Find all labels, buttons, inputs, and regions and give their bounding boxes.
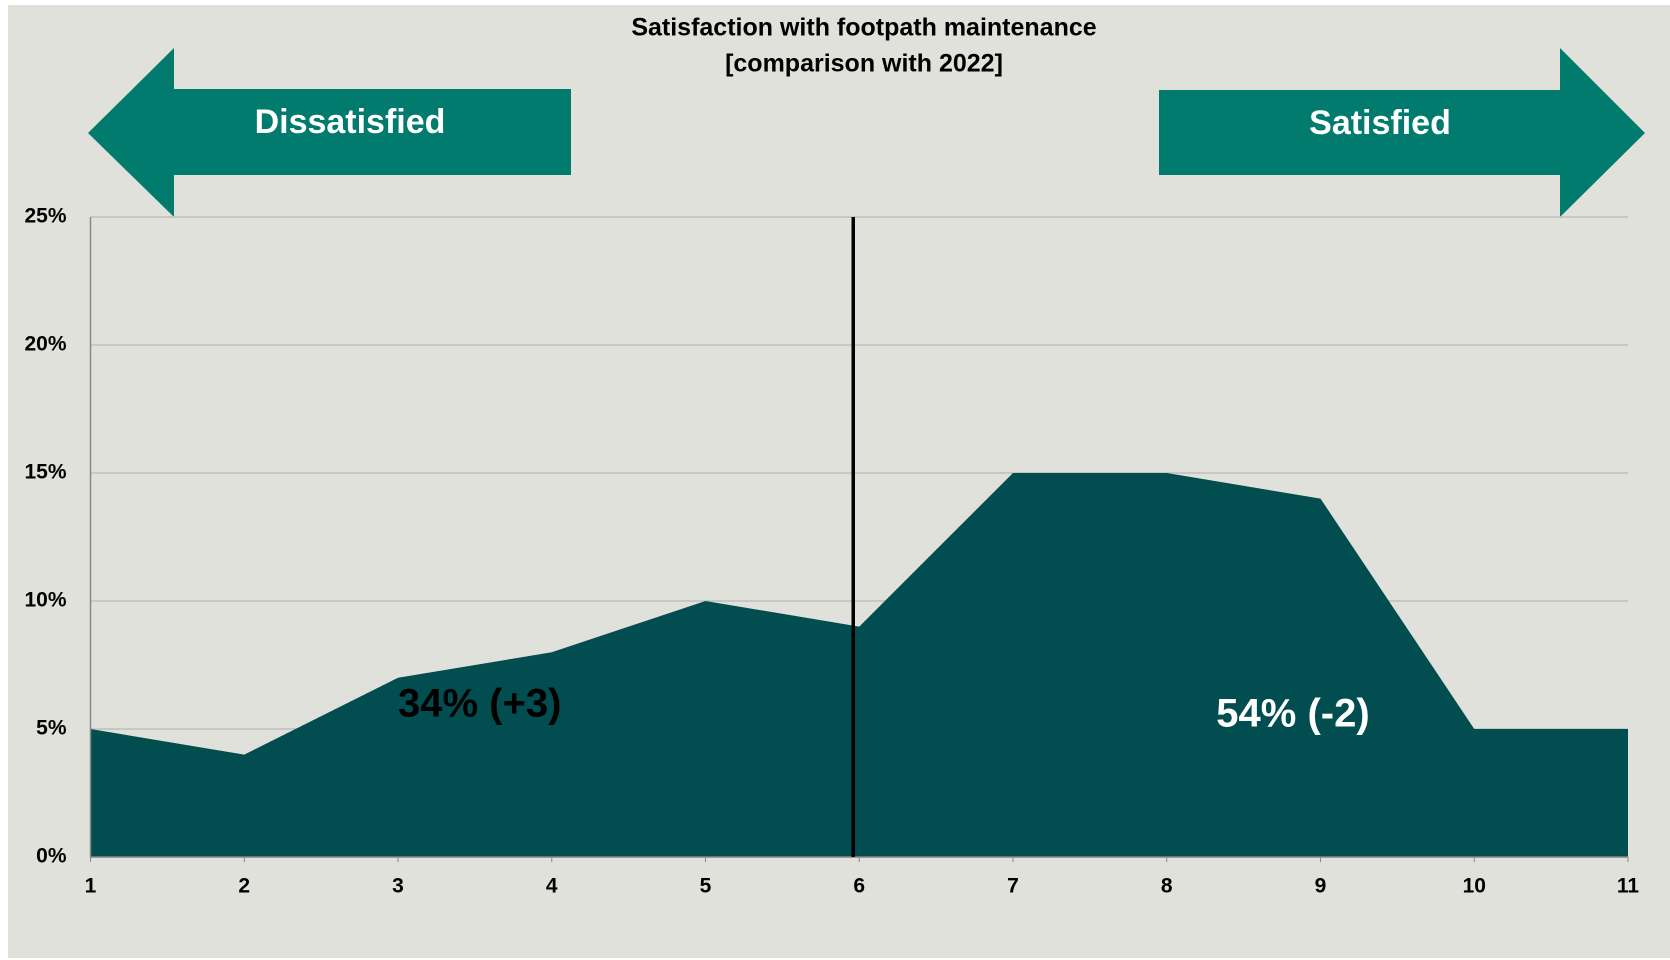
x-tick-label: 9 — [1315, 875, 1327, 898]
plot-area: 0% 5% 10% 15% 20% 25% 1 2 3 4 5 6 7 8 9 10 11 — [24, 205, 1639, 898]
annotation: 54% (-2) — [1216, 692, 1369, 736]
y-tick-label: 0% — [36, 845, 67, 868]
x-tick-label: 2 — [238, 875, 250, 898]
x-tick-label: 10 — [1463, 875, 1486, 898]
x-tick-label: 8 — [1161, 875, 1173, 898]
annotation: 34% (+3) — [398, 682, 561, 726]
x-tick-label: 4 — [546, 875, 558, 898]
x-tick-label: 11 — [1617, 875, 1640, 898]
chart-title: Satisfaction with footpath maintenance — [631, 14, 1096, 42]
left-arrow — [88, 48, 571, 217]
y-tick-label: 10% — [24, 589, 66, 612]
x-tick-label: 7 — [1007, 875, 1019, 898]
area — [90, 473, 1628, 857]
x-tick-label: 6 — [853, 875, 865, 898]
right-arrow — [1159, 48, 1645, 217]
y-tick-label: 25% — [24, 205, 66, 228]
x-tick-label: 3 — [392, 875, 404, 898]
y-tick-label: 20% — [24, 333, 66, 356]
right-arrow-label: Satisfied — [1309, 104, 1451, 142]
y-tick-label: 5% — [36, 717, 67, 740]
chart-subtitle: [comparison with 2022] — [725, 50, 1003, 78]
left-arrow-label: Dissatisfied — [255, 103, 446, 141]
x-tick-label: 1 — [85, 875, 97, 898]
x-tick-label: 5 — [700, 875, 712, 898]
y-tick-label: 15% — [24, 461, 66, 484]
